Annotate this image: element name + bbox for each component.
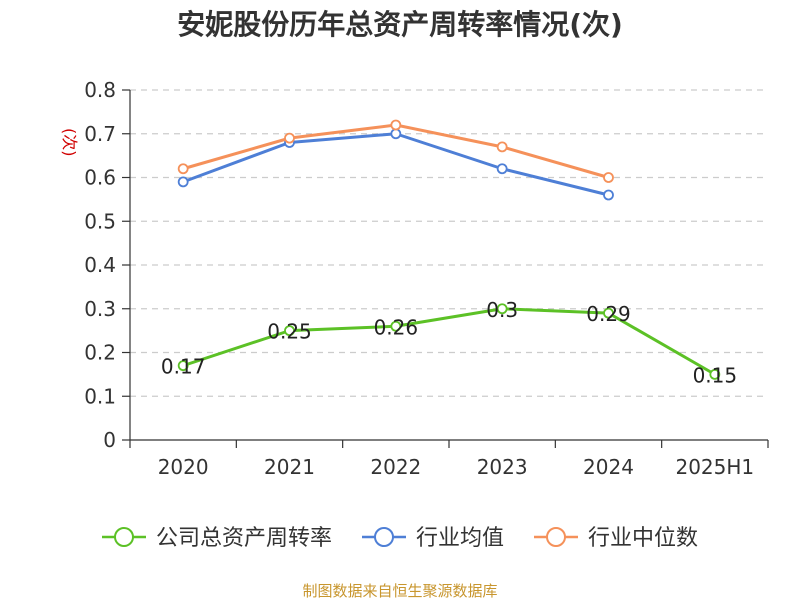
- legend-marker: [114, 527, 134, 547]
- series-point: [709, 368, 721, 380]
- x-tick-label: 2021: [264, 455, 315, 479]
- series-point: [603, 189, 614, 201]
- x-tick-label: 2022: [370, 455, 421, 479]
- y-tick-label: 0.5: [84, 209, 116, 233]
- gridlines: [130, 89, 768, 397]
- data-label: 0.26: [374, 315, 419, 339]
- legend-item: 公司总资产周转率: [102, 526, 332, 551]
- data-label: 0.3: [486, 298, 518, 322]
- series-point: [603, 307, 614, 319]
- series-point: [496, 303, 508, 315]
- y-tick-label: 0.1: [84, 384, 116, 408]
- series-line: [182, 307, 716, 376]
- series-point: [284, 132, 295, 144]
- data-label: 0.17: [161, 355, 206, 379]
- chart-title: 安妮股份历年总资产周转率情况(次): [177, 8, 623, 41]
- axes: 0 0.1 0.2 0.3 0.4 0.5 0.6 0.7 0.8 2020 2021 2022 202…: [84, 78, 769, 479]
- y-tick-label: 0: [103, 428, 116, 452]
- x-tick-label: 2023: [477, 455, 528, 479]
- legend-item: 行业均值: [362, 526, 504, 551]
- y-tick-label: 0.3: [84, 297, 116, 321]
- series-point: [603, 172, 614, 183]
- data-labels: 0.17 0.25 0.26 0.3 0.29 0.15: [161, 298, 737, 388]
- series-lines: [177, 119, 721, 380]
- series-point: [284, 325, 295, 337]
- series-line: [182, 132, 609, 197]
- x-tick-label: 2020: [158, 455, 209, 479]
- y-tick-label: 0.8: [84, 78, 116, 102]
- x-tick-label: 2024: [583, 455, 634, 479]
- series-point: [390, 128, 402, 140]
- series-point: [496, 141, 508, 153]
- y-tick-label: 0.6: [84, 166, 116, 190]
- y-tick-label: 0.7: [84, 122, 116, 146]
- series-point: [390, 320, 402, 332]
- legend-label: 公司总资产周转率: [156, 526, 332, 551]
- source-note: 制图数据来自恒生聚源数据库: [302, 582, 497, 600]
- y-tick-label: 0.2: [84, 341, 116, 365]
- series-point: [390, 119, 402, 131]
- legend-marker: [374, 527, 394, 547]
- legend-marker: [546, 527, 566, 547]
- x-tick-label: 2025H1: [675, 455, 754, 479]
- series-point: [177, 176, 189, 188]
- y-axis-unit-label: (次): [60, 128, 79, 157]
- legend-item: 行业中位数: [534, 526, 698, 551]
- series-point: [496, 163, 508, 175]
- data-label: 0.15: [693, 363, 738, 387]
- data-label: 0.29: [586, 302, 631, 326]
- legend: 公司总资产周转率 行业均值 行业中位数: [102, 526, 698, 551]
- legend-label: 行业中位数: [588, 526, 698, 551]
- series-point: [177, 163, 189, 175]
- series-point: [177, 360, 189, 372]
- data-label: 0.25: [267, 320, 312, 344]
- y-tick-label: 0.4: [84, 253, 116, 277]
- legend-label: 行业均值: [416, 526, 504, 551]
